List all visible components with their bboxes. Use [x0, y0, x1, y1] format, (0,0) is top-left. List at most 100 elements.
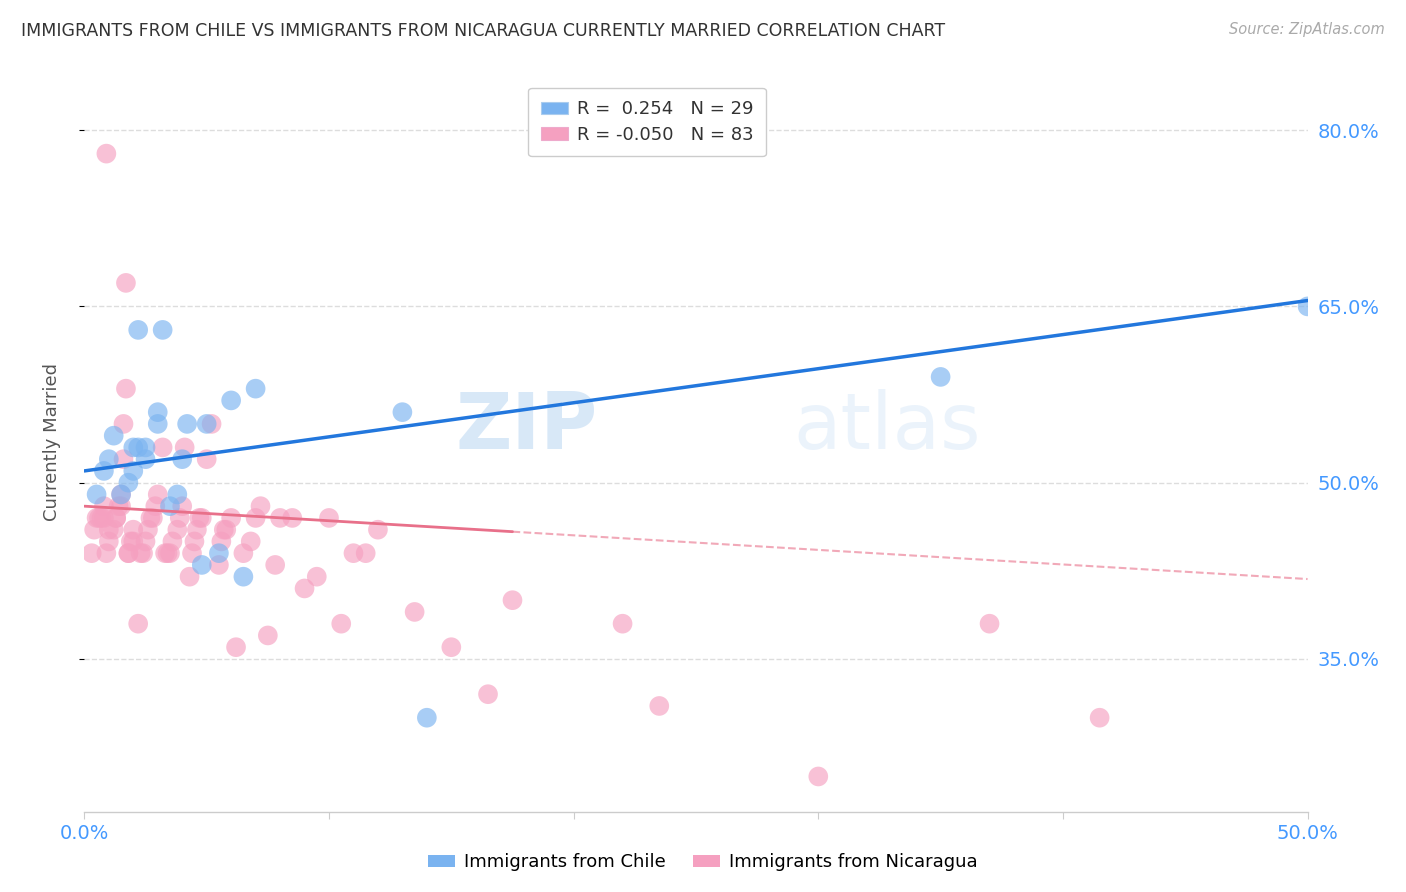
Point	[93, 511, 115, 525]
Point	[294, 582, 316, 596]
Point	[93, 499, 115, 513]
Point	[120, 534, 142, 549]
Point	[1088, 711, 1111, 725]
Point	[80, 546, 103, 560]
Point	[96, 146, 118, 161]
Point	[112, 417, 135, 431]
Point	[103, 428, 125, 442]
Point	[127, 323, 149, 337]
Point	[249, 499, 271, 513]
Point	[93, 464, 115, 478]
Point	[129, 546, 152, 560]
Legend: R =  0.254   N = 29, R = -0.050   N = 83: R = 0.254 N = 29, R = -0.050 N = 83	[529, 87, 766, 156]
Point	[191, 511, 214, 525]
Point	[208, 558, 231, 572]
Point	[96, 546, 118, 560]
Point	[502, 593, 524, 607]
Point	[208, 546, 231, 560]
Point	[166, 523, 188, 537]
Point	[166, 487, 188, 501]
Point	[188, 511, 211, 525]
Point	[648, 698, 671, 713]
Point	[416, 711, 439, 725]
Point	[105, 511, 128, 525]
Point	[97, 452, 120, 467]
Point	[117, 546, 139, 560]
Point	[354, 546, 377, 560]
Point	[245, 382, 267, 396]
Point	[162, 534, 184, 549]
Point	[807, 769, 830, 783]
Point	[172, 452, 194, 467]
Point	[342, 546, 364, 560]
Point	[239, 534, 262, 549]
Point	[152, 323, 174, 337]
Point	[90, 511, 112, 525]
Point	[146, 487, 169, 501]
Y-axis label: Currently Married: Currently Married	[42, 362, 60, 521]
Point	[979, 616, 1001, 631]
Point	[264, 558, 287, 572]
Point	[186, 523, 208, 537]
Point	[122, 441, 145, 455]
Point	[477, 687, 499, 701]
Point	[367, 523, 389, 537]
Point	[110, 487, 132, 501]
Point	[219, 511, 242, 525]
Text: atlas: atlas	[794, 389, 981, 465]
Point	[440, 640, 463, 655]
Point	[232, 570, 254, 584]
Point	[86, 487, 108, 501]
Point	[142, 511, 165, 525]
Point	[200, 417, 222, 431]
Point	[97, 534, 120, 549]
Point	[127, 441, 149, 455]
Point	[159, 546, 181, 560]
Point	[257, 628, 280, 642]
Point	[176, 417, 198, 431]
Point	[191, 558, 214, 572]
Point	[87, 511, 110, 525]
Point	[159, 499, 181, 513]
Point	[269, 511, 291, 525]
Point	[103, 523, 125, 537]
Point	[225, 640, 247, 655]
Point	[110, 487, 132, 501]
Point	[404, 605, 426, 619]
Point	[179, 570, 201, 584]
Point	[127, 616, 149, 631]
Point	[172, 499, 194, 513]
Point	[219, 393, 242, 408]
Point	[305, 570, 328, 584]
Point	[146, 417, 169, 431]
Point	[156, 546, 179, 560]
Point	[152, 441, 174, 455]
Point	[929, 370, 952, 384]
Point	[169, 511, 191, 525]
Point	[195, 417, 218, 431]
Point	[612, 616, 634, 631]
Point	[153, 546, 176, 560]
Point	[115, 276, 138, 290]
Point	[136, 523, 159, 537]
Point	[122, 523, 145, 537]
Point	[183, 534, 205, 549]
Point	[135, 452, 157, 467]
Point	[209, 534, 232, 549]
Point	[146, 405, 169, 419]
Point	[135, 441, 157, 455]
Point	[139, 511, 162, 525]
Point	[115, 382, 138, 396]
Text: Source: ZipAtlas.com: Source: ZipAtlas.com	[1229, 22, 1385, 37]
Point	[281, 511, 304, 525]
Point	[105, 511, 128, 525]
Point	[117, 475, 139, 490]
Point	[107, 499, 129, 513]
Point	[122, 464, 145, 478]
Point	[117, 546, 139, 560]
Point	[181, 546, 204, 560]
Point	[132, 546, 155, 560]
Point	[245, 511, 267, 525]
Point	[195, 452, 218, 467]
Point	[110, 499, 132, 513]
